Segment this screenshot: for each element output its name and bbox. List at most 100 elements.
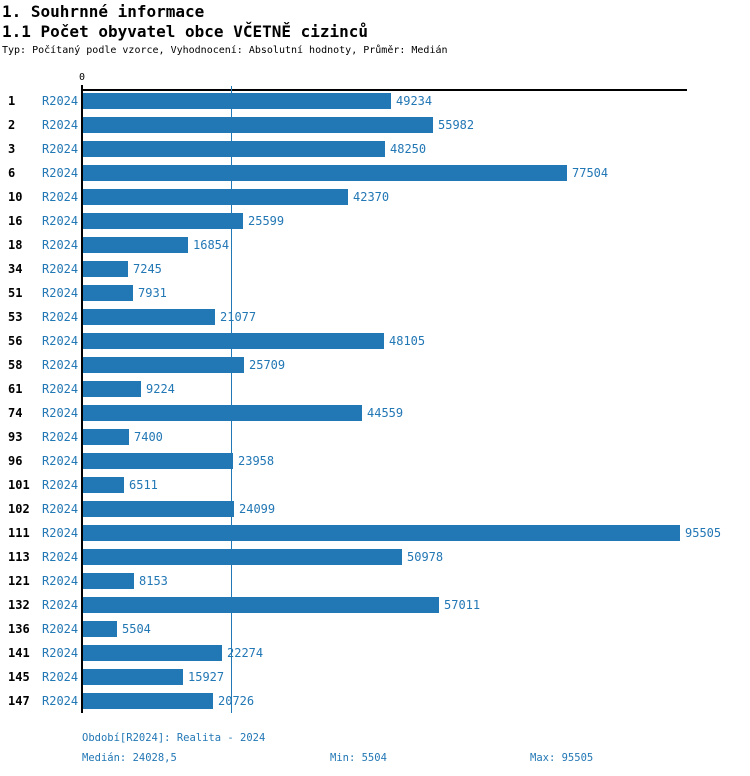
series-period-label: R2024 [42,598,79,612]
bar [83,453,233,469]
chart-row: 6 R2024 77504 [0,161,750,185]
median-gridline [231,86,232,713]
row-id-label: 96 [8,454,23,468]
chart-row: 121 R2024 8153 [0,569,750,593]
value-label: 21077 [220,310,257,324]
bar [83,141,385,157]
chart-row: 145 R2024 15927 [0,665,750,689]
series-period-label: R2024 [42,262,79,276]
footer-median-label: Medián: 24028,5 [82,752,177,764]
row-id-label: 113 [8,550,30,564]
row-id-label: 58 [8,358,23,372]
value-label: 9224 [146,382,175,396]
series-period-label: R2024 [42,142,79,156]
bar [83,669,183,685]
series-period-label: R2024 [42,502,79,516]
chart-row: 74 R2024 44559 [0,401,750,425]
bar [83,573,134,589]
series-period-label: R2024 [42,334,79,348]
value-label: 42370 [353,190,390,204]
series-period-label: R2024 [42,430,79,444]
row-id-label: 147 [8,694,30,708]
chart-row: 132 R2024 57011 [0,593,750,617]
bar [83,117,433,133]
bar [83,429,129,445]
row-id-label: 2 [8,118,16,132]
chart-row: 111 R2024 95505 [0,521,750,545]
footer-max-label: Max: 95505 [530,752,594,764]
chart-row: 96 R2024 23958 [0,449,750,473]
bar [83,525,680,541]
value-label: 7400 [134,430,163,444]
bar [83,165,567,181]
chart-row: 101 R2024 6511 [0,473,750,497]
series-period-label: R2024 [42,166,79,180]
series-period-label: R2024 [42,190,79,204]
chart-title: 1.1 Počet obyvatel obce VČETNĚ cizinců [2,22,369,41]
series-period-label: R2024 [42,238,79,252]
series-period-label: R2024 [42,622,79,636]
value-label: 7245 [133,262,162,276]
chart-row: 58 R2024 25709 [0,353,750,377]
row-id-label: 61 [8,382,23,396]
series-period-label: R2024 [42,526,79,540]
row-id-label: 56 [8,334,23,348]
row-id-label: 111 [8,526,30,540]
x-axis-zero-label: 0 [78,72,86,83]
row-id-label: 16 [8,214,23,228]
row-id-label: 102 [8,502,30,516]
chart-row: 3 R2024 48250 [0,137,750,161]
bar [83,93,391,109]
chart-row: 141 R2024 22274 [0,641,750,665]
row-id-label: 101 [8,478,30,492]
chart-row: 2 R2024 55982 [0,113,750,137]
chart-row: 1 R2024 49234 [0,89,750,113]
bar [83,549,402,565]
value-label: 25709 [249,358,286,372]
bar [83,693,213,709]
row-id-label: 34 [8,262,23,276]
bar [83,477,124,493]
value-label: 55982 [438,118,475,132]
bar [83,333,384,349]
y-axis-line [81,85,83,713]
bar [83,189,348,205]
bar [83,381,141,397]
series-period-label: R2024 [42,574,79,588]
row-id-label: 141 [8,646,30,660]
x-axis-line [81,89,687,91]
chart-row: 34 R2024 7245 [0,257,750,281]
value-label: 48105 [389,334,426,348]
chart-row: 56 R2024 48105 [0,329,750,353]
row-id-label: 121 [8,574,30,588]
value-label: 22274 [227,646,264,660]
chart-row: 93 R2024 7400 [0,425,750,449]
series-period-label: R2024 [42,358,79,372]
chart-row: 51 R2024 7931 [0,281,750,305]
chart-row: 136 R2024 5504 [0,617,750,641]
row-id-label: 3 [8,142,16,156]
value-label: 25599 [248,214,285,228]
value-label: 44559 [367,406,404,420]
series-period-label: R2024 [42,454,79,468]
series-period-label: R2024 [42,310,79,324]
row-id-label: 145 [8,670,30,684]
series-period-label: R2024 [42,118,79,132]
series-period-label: R2024 [42,94,79,108]
value-label: 95505 [685,526,722,540]
chart-row: 61 R2024 9224 [0,377,750,401]
value-label: 48250 [390,142,427,156]
series-period-label: R2024 [42,406,79,420]
series-period-label: R2024 [42,670,79,684]
series-period-label: R2024 [42,214,79,228]
series-period-label: R2024 [42,550,79,564]
value-label: 16854 [193,238,230,252]
bar [83,261,128,277]
value-label: 8153 [139,574,168,588]
bar [83,597,439,613]
chart-row: 18 R2024 16854 [0,233,750,257]
row-id-label: 136 [8,622,30,636]
row-id-label: 10 [8,190,23,204]
bar [83,357,244,373]
row-id-label: 51 [8,286,23,300]
